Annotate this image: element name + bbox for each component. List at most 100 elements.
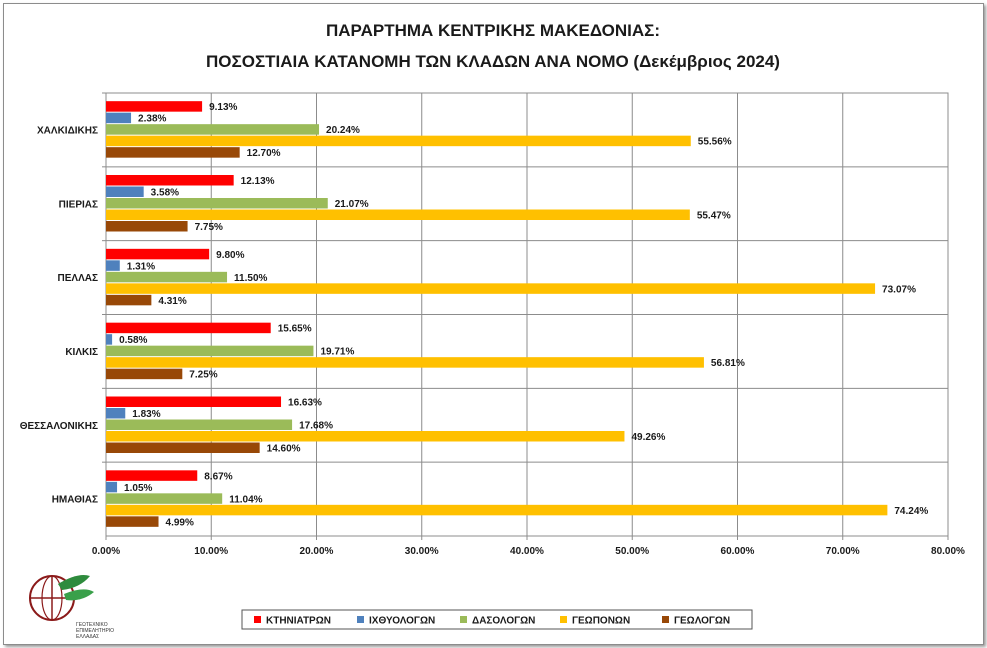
x-tick-label: 20.00% — [300, 546, 334, 557]
data-label: 73.07% — [882, 284, 916, 295]
category-label: ΠΙΕΡΙΑΣ — [59, 199, 98, 210]
logo-leaf-icon — [64, 589, 94, 601]
data-label: 21.07% — [335, 199, 369, 210]
bar — [106, 112, 132, 124]
legend: ΚΤΗΝΙΑΤΡΩΝ ΙΧΘΥΟΛΟΓΩΝ ΔΑΣΟΛΟΓΩΝ ΓΕΩΠΟΝΩΝ ΓΕΩ… — [241, 609, 753, 630]
data-label: 3.58% — [151, 188, 179, 199]
logo-text-line3: ΕΛΛΑΔΑΣ — [76, 634, 99, 640]
bar — [106, 294, 152, 306]
data-label: 12.13% — [241, 176, 275, 187]
bar — [106, 135, 691, 147]
bar — [106, 260, 120, 271]
data-label: 19.71% — [320, 347, 354, 358]
data-label: 4.31% — [158, 296, 186, 307]
data-label: 2.38% — [138, 114, 166, 125]
legend-swatch — [357, 616, 364, 623]
data-label: 15.65% — [278, 324, 312, 335]
x-tick-label: 30.00% — [405, 546, 439, 557]
data-label: 4.99% — [166, 517, 194, 528]
bar — [106, 271, 228, 283]
data-label: 14.60% — [267, 444, 301, 455]
grid-layer — [105, 92, 949, 537]
bar — [106, 334, 113, 345]
bar — [106, 442, 260, 453]
bar — [106, 504, 888, 516]
data-label: 16.63% — [288, 398, 322, 409]
x-tick-label: 80.00% — [931, 546, 965, 557]
bar — [106, 198, 328, 209]
data-labels-layer: 9.13% 2.38% 20.24% 55.56% 12.70% 12.13% 3.58% 2… — [119, 102, 928, 528]
legend-label: ΓΕΩΛΟΓΩΝ — [674, 616, 730, 627]
legend-box — [241, 609, 753, 630]
data-label: 9.13% — [209, 102, 237, 113]
legend-label: ΔΑΣΟΛΟΓΩΝ — [472, 616, 535, 627]
bar — [106, 283, 876, 294]
bar — [106, 470, 198, 481]
category-label: ΧΑΛΚΙΔΙΚΗΣ — [37, 125, 98, 136]
category-label: ΗΜΑΘΙΑΣ — [52, 495, 98, 506]
data-label: 20.24% — [326, 125, 360, 136]
x-tick-label: 40.00% — [510, 546, 544, 557]
chart-frame: ΠΑΡΑΡΤΗΜΑ ΚΕΝΤΡΙΚΗΣ ΜΑΚΕΔΟΝΙΑΣ: ΠΟΣΟΣΤΙΑ… — [3, 3, 984, 645]
bar — [106, 368, 183, 380]
data-label: 12.70% — [247, 148, 281, 159]
data-label: 55.56% — [698, 137, 732, 148]
legend-label: ΚΤΗΝΙΑΤΡΩΝ — [266, 616, 331, 627]
bar — [106, 481, 118, 493]
data-label: 1.05% — [124, 483, 152, 494]
chart-title: ΠΑΡΑΡΤΗΜΑ ΚΕΝΤΡΙΚΗΣ ΜΑΚΕΔΟΝΙΑΣ: — [326, 21, 660, 40]
x-tick-label: 0.00% — [92, 546, 120, 557]
category-label: ΚΙΛΚΙΣ — [65, 347, 98, 358]
data-label: 49.26% — [631, 432, 665, 443]
data-label: 55.47% — [697, 211, 731, 222]
bar — [106, 396, 282, 407]
bars-layer — [106, 101, 888, 527]
bar — [106, 101, 203, 112]
geotechnical-chamber-logo: ΓΕΩΤΕΧΝΙΚΟ ΕΠΙΜΕΛΗΤΗΡΙΟ ΕΛΛΑΔΑΣ — [29, 575, 114, 640]
logo-text-line2: ΕΠΙΜΕΛΗΤΗΡΙΟ — [76, 628, 114, 634]
chart-canvas: ΠΑΡΑΡΤΗΜΑ ΚΕΝΤΡΙΚΗΣ ΜΑΚΕΔΟΝΙΑΣ: ΠΟΣΟΣΤΙΑ… — [20, 21, 965, 640]
data-label: 11.04% — [229, 494, 262, 505]
legend-swatch — [460, 616, 467, 623]
legend-label: ΓΕΩΠΟΝΩΝ — [572, 616, 630, 627]
bar — [106, 175, 234, 186]
data-label: 7.25% — [189, 370, 217, 381]
bar — [106, 248, 210, 260]
data-label: 8.67% — [204, 471, 232, 482]
bar — [106, 209, 690, 220]
data-label: 1.31% — [127, 261, 155, 272]
bar — [106, 516, 159, 527]
bar — [106, 357, 704, 368]
x-tick-label: 10.00% — [194, 546, 228, 557]
logo-leaf-icon — [58, 575, 90, 590]
logo-globe-curve — [41, 575, 63, 621]
bar — [106, 493, 223, 504]
bar — [106, 345, 314, 357]
legend-label: ΙΧΘΥΟΛΟΓΩΝ — [369, 616, 435, 627]
bar — [106, 322, 271, 334]
category-label: ΠΕΛΛΑΣ — [58, 273, 98, 284]
bar — [106, 419, 293, 430]
legend-swatch — [662, 616, 669, 623]
axis-layer: ΧΑΛΚΙΔΙΚΗΣ ΠΙΕΡΙΑΣ ΠΕΛΛΑΣ ΚΙΛΚΙΣ ΘΕΣΣΑΛΟΝΙΚΗ… — [20, 92, 965, 557]
x-tick-label: 60.00% — [721, 546, 755, 557]
bar — [106, 408, 126, 419]
bar — [106, 221, 188, 232]
data-label: 7.75% — [195, 222, 223, 233]
data-label: 74.24% — [894, 506, 928, 517]
chart-subtitle: ΠΟΣΟΣΤΙΑΙΑ ΚΑΤΑΝΟΜΗ ΤΩΝ ΚΛΑΔΩΝ ΑΝΑ ΝΟΜΟ … — [206, 52, 780, 71]
data-label: 56.81% — [711, 358, 745, 369]
category-label: ΘΕΣΣΑΛΟΝΙΚΗΣ — [20, 421, 98, 432]
bar — [106, 147, 240, 158]
data-label: 11.50% — [234, 273, 267, 284]
data-label: 1.83% — [132, 409, 160, 420]
bar — [106, 124, 320, 135]
logo-text-line1: ΓΕΩΤΕΧΝΙΚΟ — [76, 622, 108, 628]
legend-swatch — [254, 616, 261, 623]
bar — [106, 431, 625, 442]
x-tick-label: 50.00% — [615, 546, 649, 557]
bar — [106, 186, 144, 197]
x-tick-label: 70.00% — [826, 546, 860, 557]
data-label: 0.58% — [119, 335, 147, 346]
legend-swatch — [560, 616, 567, 623]
